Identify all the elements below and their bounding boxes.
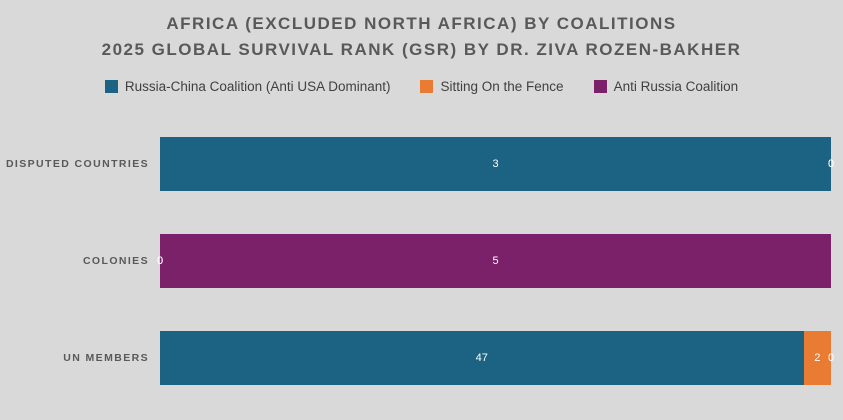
bar-value-label: 5 <box>492 255 499 267</box>
chart-title: AFRICA (EXCLUDED NORTH AFRICA) BY COALIT… <box>166 14 677 33</box>
legend-swatch-icon <box>104 79 118 93</box>
category-label: DISPUTED COUNTRIES <box>5 158 149 170</box>
bar-segment[interactable] <box>160 137 831 191</box>
bar-value-label: 0 <box>827 158 835 170</box>
category-label: UN MEMBERS <box>63 352 149 364</box>
bar-segment[interactable] <box>160 331 804 385</box>
legend-label: Russia-China Coalition (Anti USA Dominan… <box>124 78 391 94</box>
legend-swatch-icon <box>420 79 434 93</box>
category-label: COLONIES <box>82 255 149 267</box>
bar-value-label: 2 <box>814 352 821 364</box>
legend-label: Anti Russia Coalition <box>613 78 739 94</box>
legend-swatch-icon <box>593 79 607 93</box>
chart-title-block: AFRICA (EXCLUDED NORTH AFRICA) BY COALIT… <box>0 0 843 63</box>
bar-value-label: 0 <box>156 255 164 267</box>
chart-subtitle: 2025 GLOBAL SURVIVAL RANK (GSR) BY DR. Z… <box>101 40 742 59</box>
bar-value-label: 0 <box>827 158 835 170</box>
bar-segment[interactable] <box>160 234 831 288</box>
bar-value-label: 0 <box>827 352 835 364</box>
bar-value-label: 3 <box>492 158 499 170</box>
legend-item-russia-china-coalition[interactable]: Russia-China Coalition (Anti USA Dominan… <box>104 78 391 94</box>
bar-segment[interactable] <box>803 331 831 385</box>
legend-item-sitting-on-the-fence[interactable]: Sitting On the Fence <box>420 78 564 94</box>
bar-track: 47 2 0 <box>160 331 835 385</box>
bar-value-label: 47 <box>475 352 488 364</box>
legend-item-anti-russia-coalition[interactable]: Anti Russia Coalition <box>593 78 739 94</box>
legend-label: Sitting On the Fence <box>440 78 564 94</box>
bar-value-label: 0 <box>156 255 164 267</box>
chart-row-un-members: UN MEMBERS 47 2 0 <box>0 331 843 385</box>
legend: Russia-China Coalition (Anti USA Dominan… <box>0 78 843 94</box>
